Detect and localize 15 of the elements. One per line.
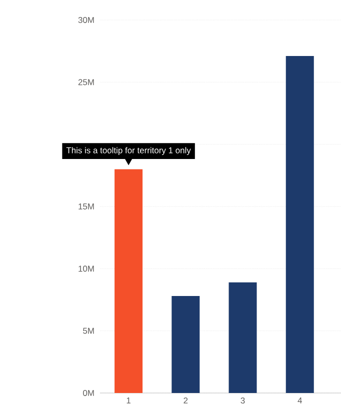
bar <box>286 56 314 393</box>
y-tick-label: 5M <box>82 328 94 334</box>
y-tick-label: 30M <box>78 17 94 23</box>
x-tick-label: 4 <box>298 398 302 404</box>
x-tick-label: 1 <box>126 398 130 404</box>
bar <box>228 282 257 393</box>
y-tick-label: 25M <box>78 79 94 86</box>
x-tick-label: 3 <box>240 398 245 404</box>
y-tick-label: 15M <box>78 204 94 210</box>
x-tick-label: 2 <box>184 398 188 404</box>
annotation: This is a tooltip for territory 1 only <box>66 147 191 155</box>
bar <box>172 296 200 393</box>
bar <box>114 169 142 393</box>
y-tick-label: 10M <box>78 266 94 272</box>
y-tick-label: 0M <box>82 390 94 396</box>
